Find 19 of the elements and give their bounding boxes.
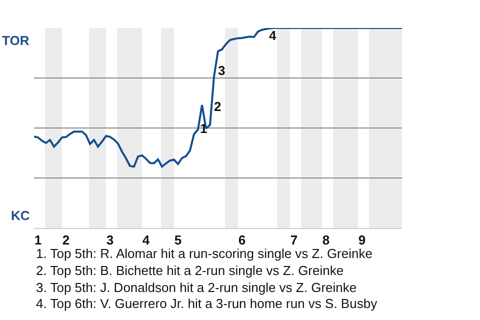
annotation: 3	[218, 63, 226, 78]
text: 2. Top 5th: B. Bichette hit a 2-run single vs Z. Greinke	[36, 263, 344, 278]
text: 4. Top 6th: V. Guerrero Jr. hit a 3-run home run vs S. Busby	[36, 296, 378, 311]
text: 3. Top 5th: J. Donaldson hit a 2-run single vs Z. Greinke	[36, 280, 357, 295]
x-tick-label: 7	[290, 232, 298, 248]
x-tick-label: 5	[174, 232, 182, 248]
x-tick-label: 6	[238, 232, 246, 248]
x-tick-label: 8	[322, 232, 330, 248]
annotation: 4	[269, 28, 277, 43]
x-tick-label: 9	[358, 232, 366, 248]
x-tick-label: 4	[142, 232, 150, 248]
x-tick-label: 1	[34, 232, 42, 248]
annotation: 2	[214, 99, 222, 114]
text: 1. Top 5th: R. Alomar hit a run-scoring single vs Z. Greinke	[36, 246, 372, 261]
annotation: 1	[200, 121, 208, 136]
text: KC	[11, 208, 30, 223]
x-tick-label: 2	[62, 232, 70, 248]
x-tick-label: 3	[106, 232, 114, 248]
text: TOR	[2, 33, 30, 48]
